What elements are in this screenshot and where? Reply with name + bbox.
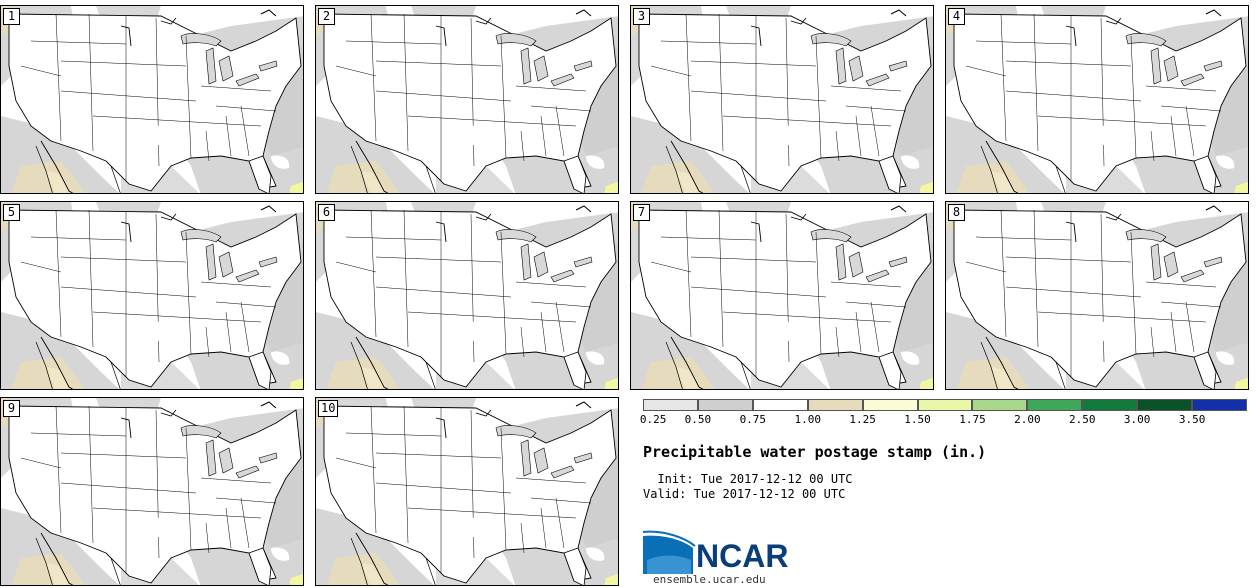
ncar-logo-text: NCAR [696,538,789,574]
precip-water-map [631,6,933,193]
member-number-label: 7 [633,204,650,221]
legend-swatch [752,399,808,411]
legend-swatch [917,399,973,411]
precip-water-map [946,6,1248,193]
legend-tick-label: 0.25 [639,413,667,426]
precip-water-map [316,398,618,585]
precip-water-map [631,202,933,389]
map-panel: 10 [315,397,619,586]
precip-water-map [1,6,303,193]
valid-time: Valid: Tue 2017-12-12 00 UTC [643,487,846,501]
legend-tick-label: 2.50 [1069,413,1096,426]
member-number-label: 8 [948,204,965,221]
member-number-label: 9 [3,400,20,417]
member-number-label: 5 [3,204,20,221]
legend-tick-label: 1.75 [959,413,986,426]
precip-water-map [1,398,303,585]
legend-swatch [643,399,698,411]
map-panel: 5 [0,201,304,390]
ncar-logo-icon [643,530,696,574]
legend-tick-label: 2.00 [1014,413,1041,426]
member-number-label: 1 [3,8,20,25]
legend-swatch [697,399,753,411]
legend-swatch [972,399,1028,411]
map-panel: 1 [0,5,304,194]
map-panel: 2 [315,5,619,194]
map-panel: 6 [315,201,619,390]
chart-title: Precipitable water postage stamp (in.) [643,443,987,461]
map-panel: 3 [630,5,934,194]
map-panel: 8 [945,201,1249,390]
legend-tick-label: 0.75 [739,413,767,426]
legend-swatch [1082,399,1138,411]
legend-tick-label: 3.50 [1178,413,1206,426]
precip-water-map [316,6,618,193]
member-number-label: 3 [633,8,650,25]
legend-swatch [1027,399,1083,411]
legend-tick-label: 1.50 [904,413,931,426]
legend-tick-label: 1.00 [794,413,821,426]
legend-swatch [1137,399,1193,411]
legend-swatch [862,399,918,411]
legend-tick-label: 1.25 [849,413,876,426]
map-panel: 7 [630,201,934,390]
legend-swatch [1192,399,1247,411]
legend-tick-label: 0.50 [684,413,712,426]
init-time: Init: Tue 2017-12-12 00 UTC [643,472,853,486]
precip-water-map [1,202,303,389]
legend-tick-label: 3.00 [1123,413,1151,426]
member-number-label: 6 [318,204,335,221]
precip-water-map [946,202,1248,389]
map-panel: 4 [945,5,1249,194]
member-number-label: 2 [318,8,335,25]
legend-swatch [807,399,863,411]
color-legend: 0.25 0.50 0.75 1.00 1.25 1.50 1.75 2.00 2.50 3.00… [639,399,1248,429]
member-number-label: 10 [318,400,339,417]
map-panel: 9 [0,397,304,586]
member-number-label: 4 [948,8,965,25]
logo-url: ensemble.ucar.edu [653,573,766,586]
precip-water-map [316,202,618,389]
